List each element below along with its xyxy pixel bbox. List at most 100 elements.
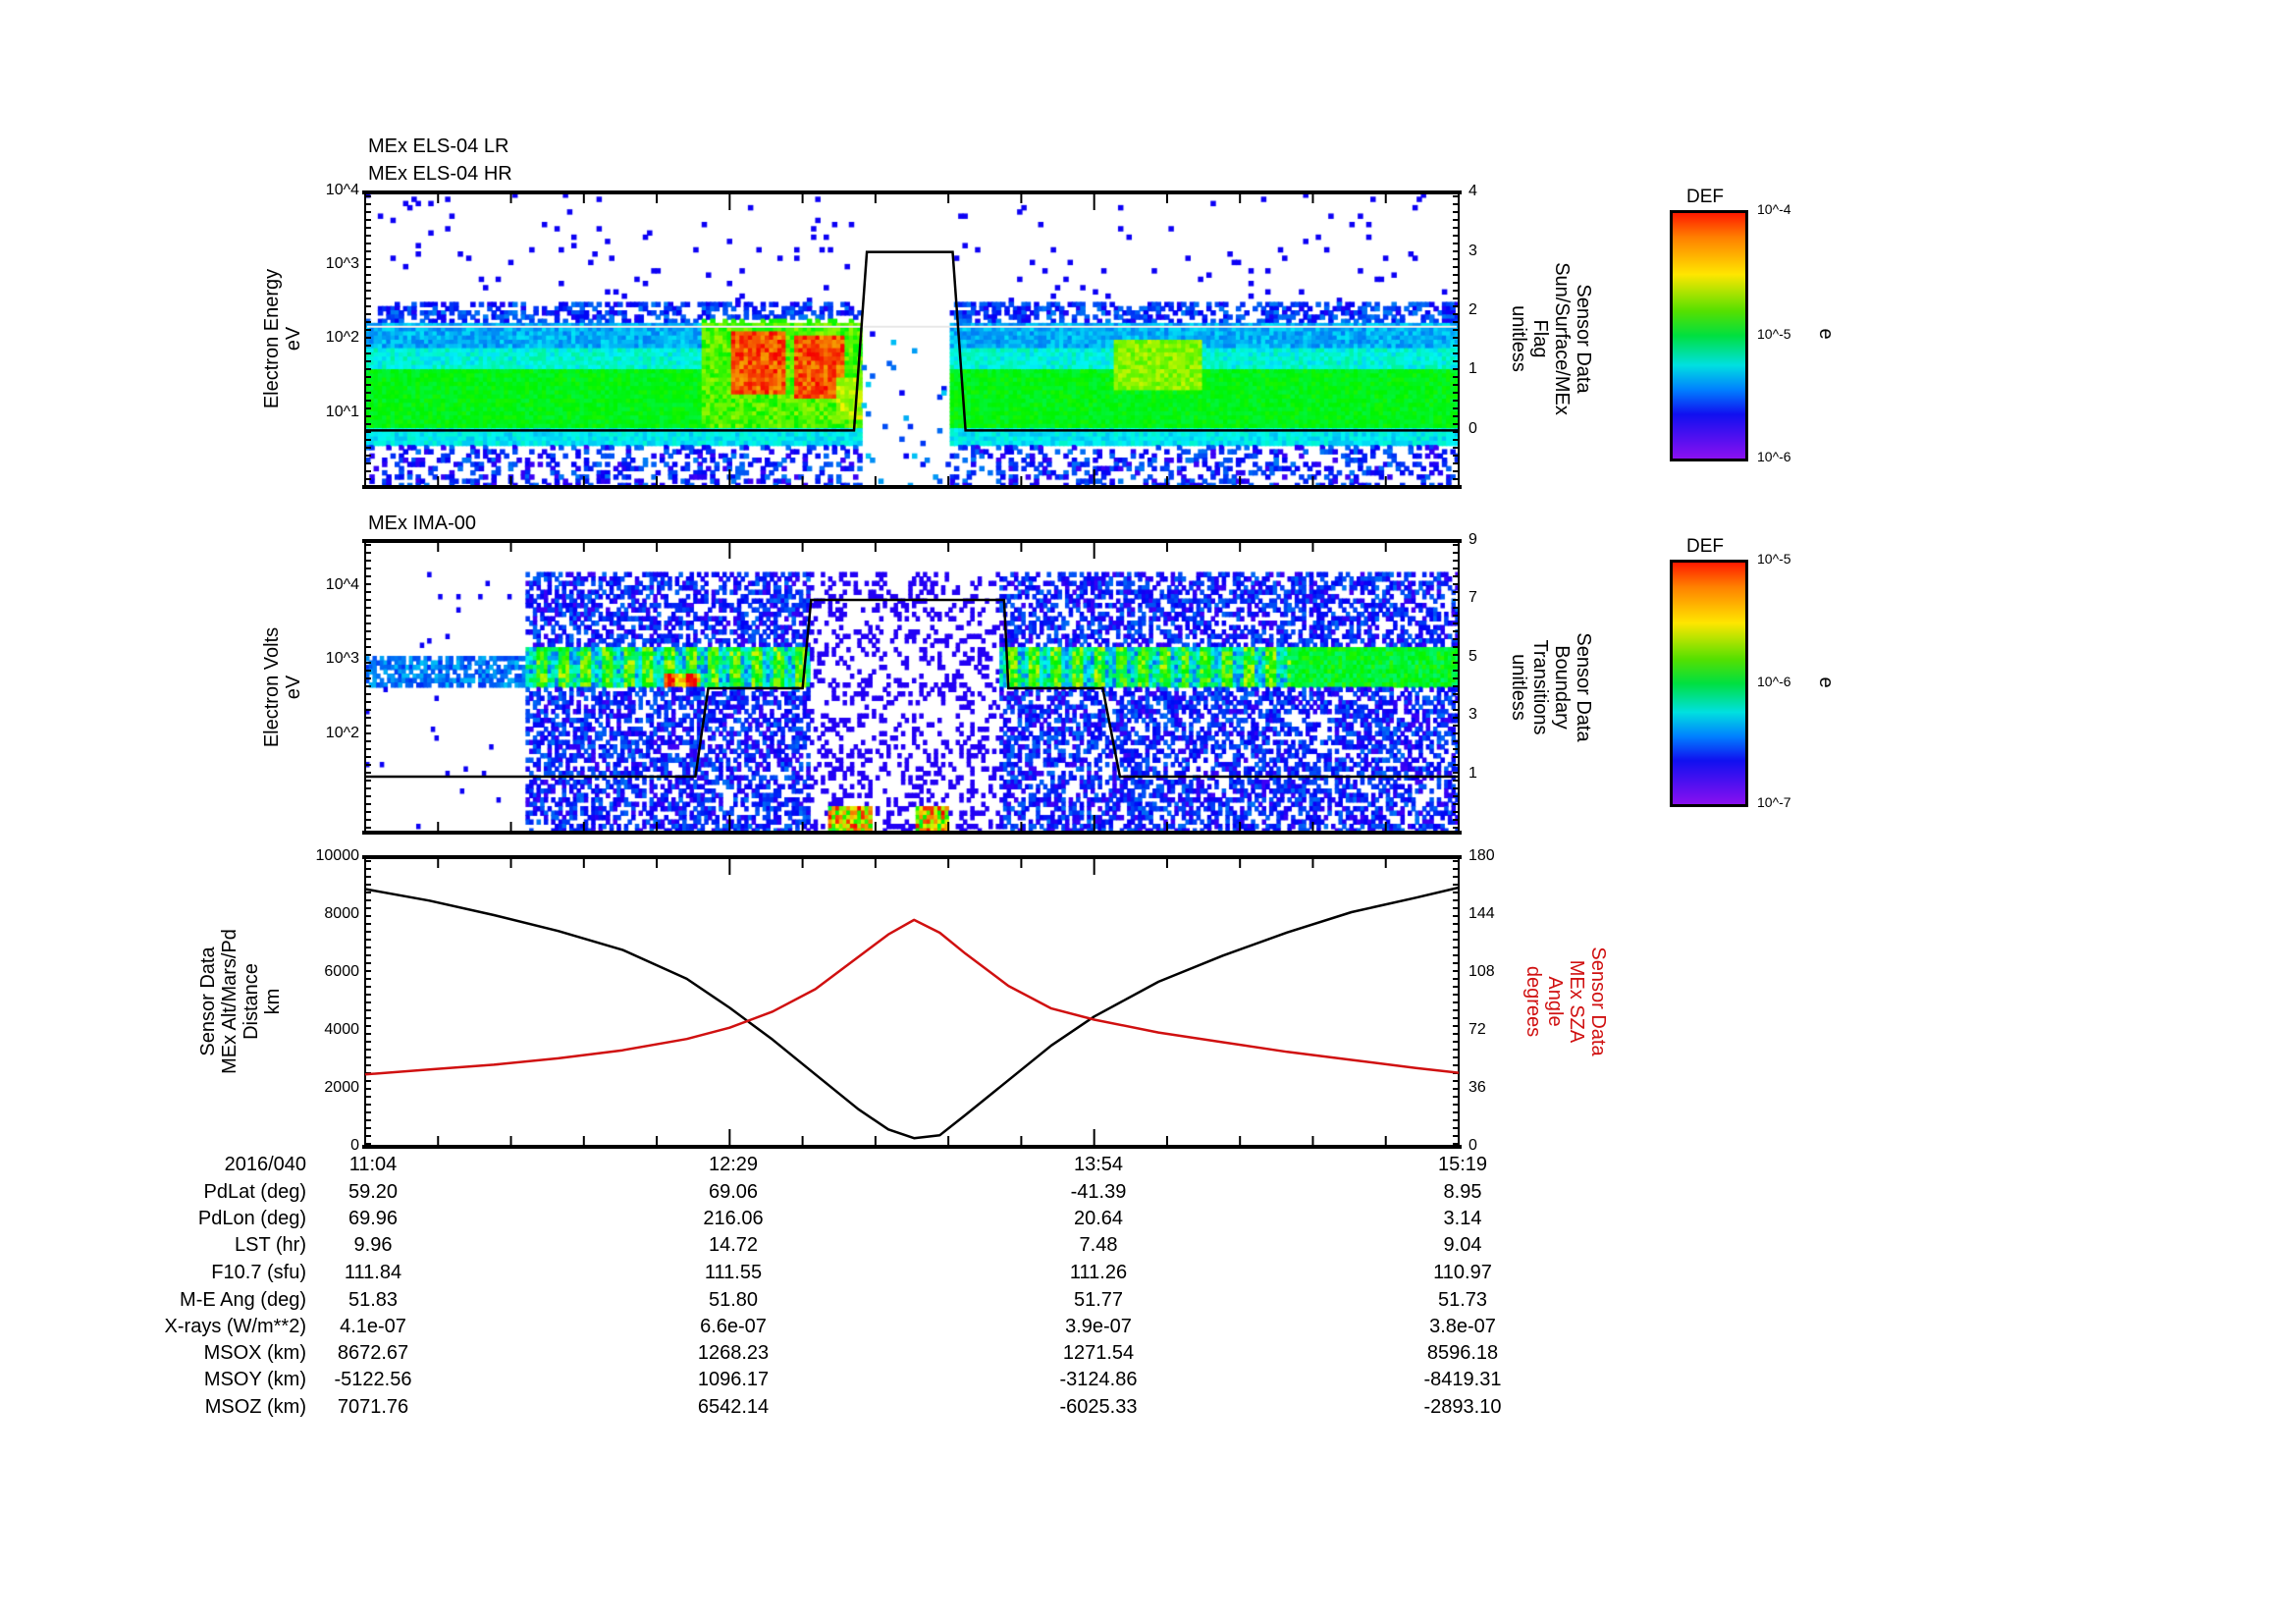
y-tick-label: 10^2 — [325, 329, 359, 346]
table-cell: 12:29 — [708, 1154, 759, 1175]
orbit-y2label-line: degrees — [1522, 965, 1544, 1038]
orbit-y2label: Sensor Data MEx SZA Angle degrees — [1522, 825, 1609, 1178]
table-cell: -2893.10 — [1423, 1396, 1502, 1418]
table-row-label: LST (hr) — [235, 1234, 306, 1256]
y2-tick-label: 2 — [1468, 301, 1477, 318]
y-tick-label: 10^4 — [325, 182, 359, 198]
table-cell: 15:19 — [1437, 1154, 1488, 1175]
table-cell: 9.96 — [353, 1234, 393, 1256]
y2-tick-label: 5 — [1468, 648, 1477, 665]
orbit-ylabel-line: km — [262, 988, 284, 1015]
table-cell: 1268.23 — [697, 1342, 770, 1364]
ima-spectrogram — [365, 541, 1459, 833]
table-row-label: M-E Ang (deg) — [180, 1289, 306, 1311]
y2-tick-label: 9 — [1468, 531, 1477, 548]
table-cell: 51.80 — [708, 1289, 759, 1311]
y-tick-label: 8000 — [324, 905, 359, 922]
els-ylabel-line: eV — [283, 326, 304, 352]
table-cell: -3124.86 — [1059, 1369, 1138, 1390]
y-tick-label: 10^3 — [325, 255, 359, 272]
y2-tick-label: 3 — [1468, 243, 1477, 259]
panel-frame — [364, 540, 1460, 834]
y2-tick-label: 0 — [1468, 1137, 1477, 1154]
table-cell: 6542.14 — [697, 1396, 770, 1418]
els-y2label-line: unitless — [1508, 305, 1529, 372]
table-cell: 9.04 — [1443, 1234, 1482, 1256]
ima-ylabel: Electron Volts eV — [261, 511, 304, 864]
y2-tick-label: 3 — [1468, 706, 1477, 723]
table-cell: 59.20 — [347, 1181, 399, 1203]
y2-tick-label: 108 — [1468, 963, 1495, 980]
table-row-label: PdLat (deg) — [203, 1181, 306, 1203]
table-row-label: 2016/040 — [224, 1154, 306, 1175]
table-row-label: F10.7 (sfu) — [211, 1262, 306, 1283]
colorbar-tick-label: 10^-7 — [1757, 794, 1791, 810]
table-cell: -8419.31 — [1423, 1369, 1502, 1390]
y-tick-label: 6000 — [324, 963, 359, 980]
y-tick-label: 0 — [350, 1137, 359, 1154]
table-cell: 11:04 — [348, 1154, 398, 1175]
table-cell: 1096.17 — [697, 1369, 770, 1390]
orbit-ylabel-line: Distance — [240, 963, 262, 1040]
panel-frame — [364, 191, 1460, 488]
table-cell: 51.77 — [1073, 1289, 1124, 1311]
table-cell: 1271.54 — [1062, 1342, 1135, 1364]
table-cell: 3.9e-07 — [1065, 1316, 1132, 1337]
y-tick-label: 10000 — [315, 847, 360, 864]
y-tick-label: 10^1 — [325, 404, 359, 420]
ima-y2label: Sensor Data Boundary Transitions unitless — [1508, 511, 1594, 864]
els-y2label: Sensor Data Sun/Surface/MEx Flag unitless — [1508, 162, 1594, 515]
y2-tick-label: 0 — [1468, 420, 1477, 437]
els-colorbar — [1670, 210, 1748, 461]
ima-y2label-line: unitless — [1508, 654, 1529, 721]
ima-colorbar-unit-line: e — [1815, 676, 1837, 688]
colorbar-tick-label: 10^-5 — [1757, 326, 1791, 342]
els-spectrogram — [365, 192, 1459, 487]
table-cell: 51.73 — [1437, 1289, 1488, 1311]
table-cell: 111.26 — [1069, 1262, 1128, 1283]
y2-tick-label: 180 — [1468, 847, 1495, 864]
els-lr-title: MEx ELS-04 LR — [368, 135, 509, 157]
ima-colorbar-title: DEF — [1686, 536, 1724, 557]
els-y2label-line: Sensor Data — [1573, 284, 1594, 394]
table-cell: 13:54 — [1073, 1154, 1124, 1175]
orbit-ylabel-line: Sensor Data — [197, 947, 219, 1056]
table-row-label: MSOX (km) — [203, 1342, 306, 1364]
ima-y2label-line: Transitions — [1529, 639, 1551, 735]
y-tick-label: 10^3 — [325, 650, 359, 667]
table-cell: 111.84 — [344, 1262, 402, 1283]
table-cell: 8.95 — [1443, 1181, 1482, 1203]
panel-frame — [364, 856, 1460, 1148]
els-y2label-line: Sun/Surface/MEx — [1551, 262, 1573, 415]
y2-tick-label: 1 — [1468, 360, 1477, 377]
table-cell: 110.97 — [1433, 1262, 1492, 1283]
table-cell: 20.64 — [1073, 1208, 1124, 1229]
els-ylabel: Electron Energy eV — [261, 162, 304, 515]
colorbar-tick-label: 10^-6 — [1757, 449, 1791, 464]
ima-title: MEx IMA-00 — [368, 513, 477, 534]
sza-line — [364, 918, 1460, 1076]
table-cell: 8672.67 — [337, 1342, 409, 1364]
orbit-y2label-line: Sensor Data — [1587, 947, 1609, 1056]
y2-tick-label: 4 — [1468, 183, 1477, 199]
ima-ylabel-line: Electron Volts — [261, 626, 283, 748]
y2-tick-label: 36 — [1468, 1079, 1486, 1096]
els-colorbar-unit-line: e — [1815, 328, 1837, 340]
orbit-ylabel: Sensor Data MEx Alt/Mars/Pd Distance km — [197, 825, 284, 1178]
ima-y2label-line: Sensor Data — [1573, 632, 1594, 742]
y2-tick-label: 1 — [1468, 765, 1477, 782]
table-cell: 69.96 — [347, 1208, 399, 1229]
els-y2label-line: Flag — [1529, 319, 1551, 358]
orbit-ylabel-line: MEx Alt/Mars/Pd — [219, 929, 240, 1074]
table-cell: 7071.76 — [337, 1396, 409, 1418]
colorbar-tick-label: 10^-5 — [1757, 551, 1791, 567]
table-cell: 216.06 — [703, 1208, 764, 1229]
table-cell: 8596.18 — [1426, 1342, 1499, 1364]
table-cell: 4.1e-07 — [340, 1316, 406, 1337]
ima-colorbar-unit: e — [1815, 506, 1837, 859]
ima-colorbar — [1670, 560, 1748, 807]
table-row-label: X-rays (W/m**2) — [164, 1316, 306, 1337]
els-flag-line — [365, 250, 1459, 432]
y2-tick-label: 7 — [1468, 589, 1477, 606]
